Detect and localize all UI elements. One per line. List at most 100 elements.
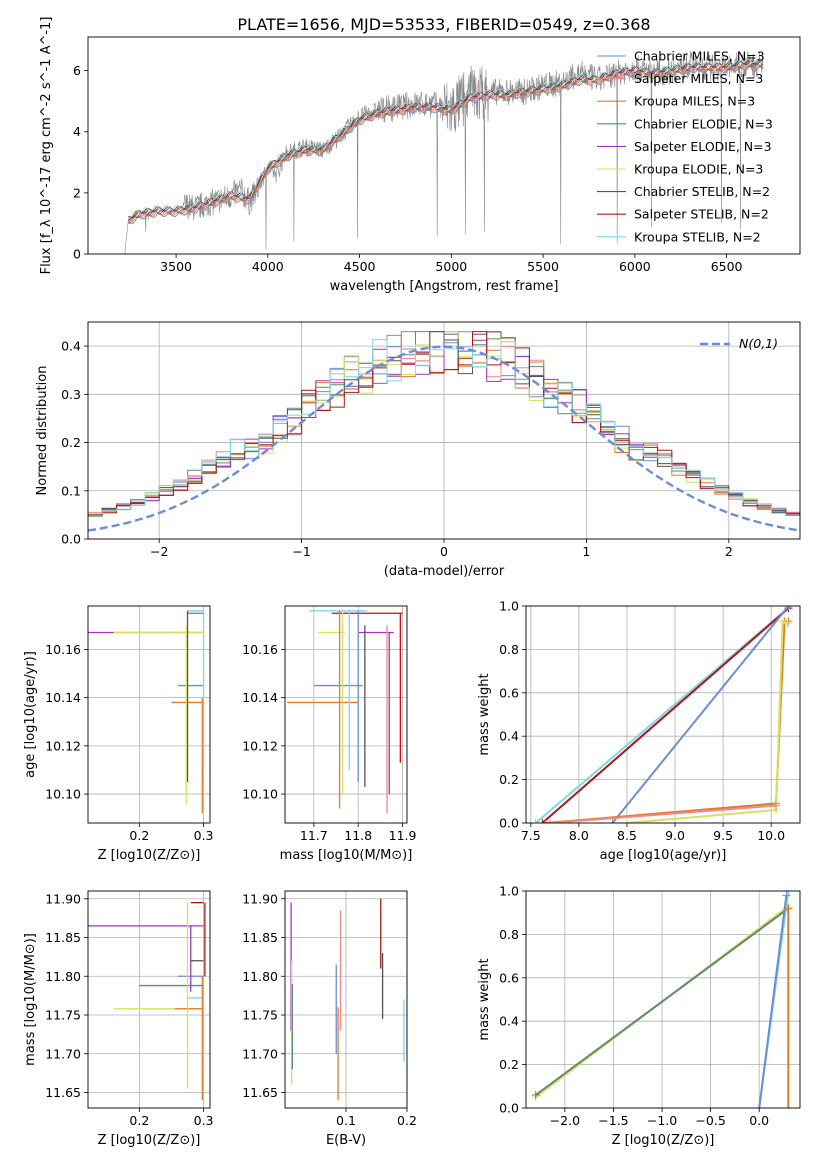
y-tick-label: 0.4 (499, 1014, 519, 1029)
y-tick-label: 0.4 (61, 339, 81, 354)
histogram-step (88, 339, 800, 516)
y-tick-label: 11.90 (45, 891, 81, 906)
axes-mass-ebv: 0.1 0.2 11.65 11.70 11.75 11.80 11.85 11.90 E(B-… (242, 891, 417, 1148)
y-tick-label: 11.80 (242, 969, 278, 984)
x-tick-label: 11.8 (344, 828, 372, 843)
x-tick-label: 8.0 (569, 828, 589, 843)
weight-line (626, 619, 788, 823)
legend-label: Chabrier ELODIE, N=3 (634, 116, 773, 131)
x-tick-label: 1 (582, 544, 590, 559)
x-tick-label: 9.5 (713, 828, 733, 843)
y-tick-label: 0 (73, 247, 81, 262)
x-tick-label: 6500 (711, 259, 743, 274)
spectrum-data-line (124, 50, 764, 254)
y-tick-label: 0.0 (61, 532, 81, 547)
x-axis-label: E(B-V) (326, 1133, 366, 1148)
data-point-marker (531, 1090, 540, 1099)
y-tick-label: 6 (73, 63, 81, 78)
weight-line (534, 606, 792, 823)
segments-mass-ebv (290, 898, 405, 1101)
histogram-lines (88, 331, 800, 532)
x-tick-label: −2 (150, 544, 168, 559)
x-axis-label: Z [log10(Z/Z⊙)] (98, 1133, 201, 1148)
data-point-marker (622, 819, 631, 823)
data-point-marker (784, 904, 793, 913)
x-tick-label: 11.9 (389, 828, 417, 843)
data-point-marker (782, 891, 791, 900)
y-axis-label: Normed distribution (35, 366, 50, 496)
x-tick-label: 3500 (160, 259, 192, 274)
y-tick-label: 0.0 (499, 1101, 519, 1116)
axes-residuals: −2 −1 0 1 2 0.0 0.1 0.2 0.3 0.4 (data-model)/error… (35, 322, 800, 579)
segments-mass-Z (88, 901, 206, 1101)
data-point-marker (784, 891, 793, 895)
weight-line (535, 907, 789, 1096)
y-tick-label: 0.2 (499, 1057, 519, 1072)
axes-mass-Z: 0.2 0.3 11.65 11.70 11.75 11.80 11.85 11.90 Z [l… (23, 891, 214, 1148)
lines-massweight-Z (531, 891, 793, 1108)
x-tick-label: 6000 (619, 259, 651, 274)
y-tick-label: 0.8 (499, 927, 519, 942)
x-tick-label: 0.3 (194, 828, 214, 843)
y-tick-label: 10.12 (242, 738, 278, 753)
data-point-marker (541, 819, 550, 823)
x-tick-label: 0.0 (749, 1113, 769, 1128)
x-tick-label: 0 (440, 544, 448, 559)
legend-label: Salpeter MILES, N=3 (634, 71, 763, 86)
data-point-marker (778, 617, 787, 626)
data-point-marker (771, 801, 780, 810)
data-point-marker (783, 619, 792, 628)
x-tick-label: −0.5 (695, 1113, 725, 1128)
axes-frame-mass-ebv (284, 890, 408, 1109)
y-tick-label: 1.0 (499, 884, 519, 899)
x-axis-label: age [log10(age/yr)] (600, 848, 727, 863)
histogram-step (88, 331, 800, 515)
x-tick-label: −1 (292, 544, 310, 559)
data-point-marker (546, 819, 555, 823)
segments-age-Z (88, 610, 205, 814)
y-tick-label: 11.75 (242, 1008, 278, 1023)
x-tick-label: 8.5 (617, 828, 637, 843)
y-tick-label: 11.85 (45, 930, 81, 945)
spectrum-model-line (128, 58, 763, 219)
y-tick-label: 11.75 (45, 1008, 81, 1023)
y-tick-label: 10.10 (242, 787, 278, 802)
data-point-marker (784, 606, 793, 610)
axes-frame-age-Z (87, 605, 211, 824)
figure-title: PLATE=1656, MJD=53533, FIBERID=0549, z=0… (237, 15, 650, 34)
y-tick-label: 0.6 (499, 970, 519, 985)
y-tick-label: 10.12 (45, 738, 81, 753)
x-tick-label: 0.3 (194, 1113, 214, 1128)
x-tick-label: 9.0 (665, 828, 685, 843)
weight-line (541, 607, 790, 823)
x-tick-label: 0.1 (336, 1113, 356, 1128)
lines-massweight-age (531, 606, 795, 823)
y-tick-label: 0.0 (499, 816, 519, 831)
legend-label: Kroupa MILES, N=3 (634, 94, 755, 109)
y-tick-label: 11.65 (45, 1085, 81, 1100)
y-tick-label: 0.2 (499, 772, 519, 787)
y-tick-label: 11.80 (45, 969, 81, 984)
y-tick-label: 1.0 (499, 599, 519, 614)
x-tick-label: 0.2 (129, 1113, 149, 1128)
axes-spectrum: 3500 4000 4500 5000 5500 6000 6500 0 2 4 6 waveleng… (39, 17, 773, 294)
x-tick-label: 0.2 (397, 1113, 417, 1128)
data-point-marker (755, 1104, 764, 1108)
data-point-marker (531, 819, 540, 823)
y-tick-label: 10.14 (242, 690, 278, 705)
weight-line (549, 804, 777, 823)
data-point-marker (608, 819, 617, 823)
y-axis-label: mass [log10(M/M⊙)] (23, 933, 38, 1066)
y-tick-label: 0.4 (499, 729, 519, 744)
axes-age-mass: 11.7 11.8 11.9 10.10 10.12 10.14 10.16 mass [lo… (242, 606, 417, 863)
y-tick-label: 11.70 (242, 1046, 278, 1061)
x-tick-label: −2.0 (550, 1113, 580, 1128)
x-axis-label: wavelength [Angstrom, rest frame] (330, 279, 559, 294)
y-tick-label: 10.10 (45, 787, 81, 802)
x-tick-label: 5000 (435, 259, 467, 274)
y-tick-label: 11.70 (45, 1046, 81, 1061)
x-tick-label: 0.2 (129, 828, 149, 843)
spectrum-legend: Chabrier MILES, N=3 Salpeter MILES, N=3 Kr… (597, 49, 773, 244)
x-tick-label: 5500 (527, 259, 559, 274)
legend-label: Chabrier STELIB, N=2 (634, 184, 770, 199)
